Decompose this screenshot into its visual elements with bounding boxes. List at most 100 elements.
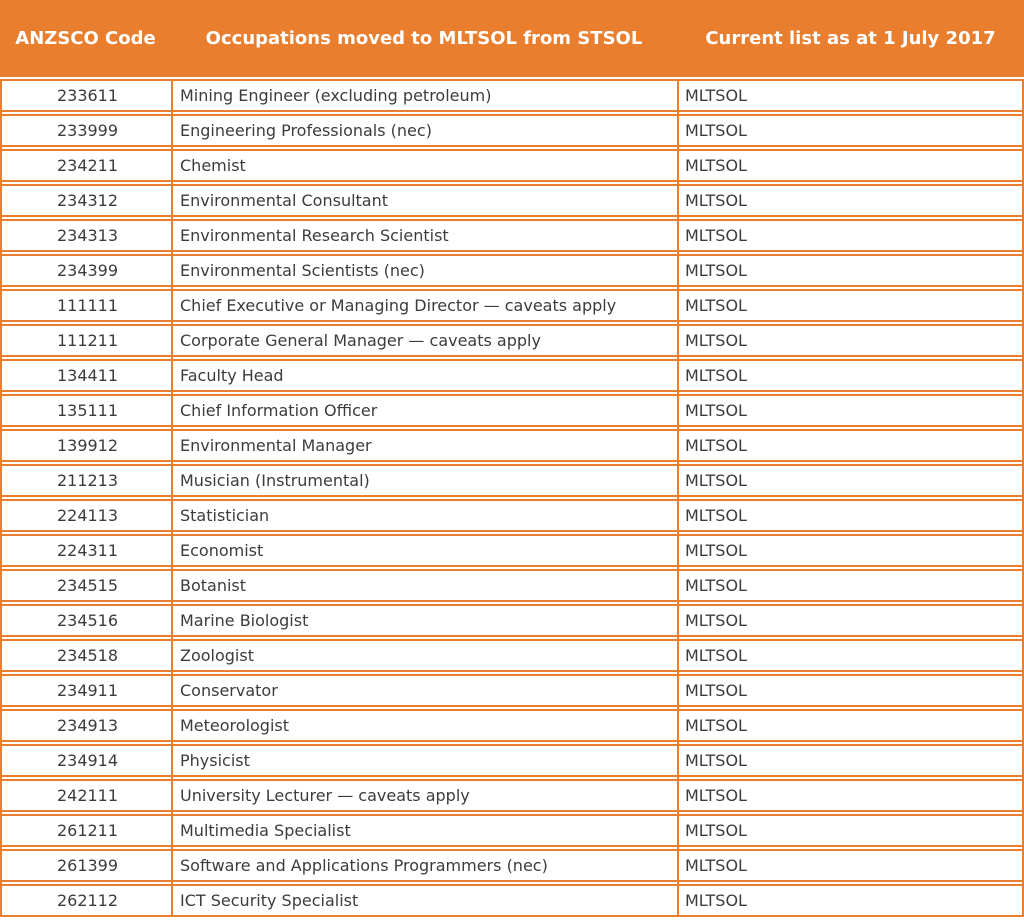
table-row: 234313 Environmental Research Scientist ML… (2, 219, 1022, 252)
cell-anzsco-code: 242111 (56, 786, 119, 805)
cell-occupation: Zoologist (180, 646, 254, 665)
table-row: 242111 University Lecturer — caveats appl… (2, 779, 1022, 812)
cell-current-list: MLTSOL (685, 121, 747, 140)
cell-current-list: MLTSOL (685, 226, 747, 245)
cell-occupation: Chemist (180, 156, 246, 175)
cell-occupation: ICT Security Specialist (180, 891, 359, 910)
table-row: 233999 Engineering Professionals (nec) MLT… (2, 114, 1022, 147)
cell-current-list: MLTSOL (685, 436, 747, 455)
table-header: ANZSCO Code Occupations moved to MLTSOL … (0, 0, 1024, 77)
cell-occupation: Marine Biologist (180, 611, 309, 630)
cell-anzsco-code: 234913 (56, 716, 119, 735)
table-row: 234911 Conservator MLTSOL (2, 674, 1022, 707)
cell-current-list: MLTSOL (685, 506, 747, 525)
cell-occupation: Corporate General Manager — caveats appl… (180, 331, 541, 350)
table-row: 234515 Botanist MLTSOL (2, 569, 1022, 602)
cell-current-list: MLTSOL (685, 86, 747, 105)
table-row: 234518 Zoologist MLTSOL (2, 639, 1022, 672)
cell-current-list: MLTSOL (685, 821, 747, 840)
cell-occupation: Botanist (180, 576, 247, 595)
cell-current-list: MLTSOL (685, 681, 747, 700)
cell-current-list: MLTSOL (685, 716, 747, 735)
cell-current-list: MLTSOL (685, 191, 747, 210)
table-row: 261211 Multimedia Specialist MLTSOL (2, 814, 1022, 847)
cell-anzsco-code: 234313 (56, 226, 119, 245)
table-row: 111111 Chief Executive or Managing Direct… (2, 289, 1022, 322)
cell-occupation: Environmental Manager (180, 436, 372, 455)
cell-anzsco-code: 234518 (56, 646, 119, 665)
cell-anzsco-code: 211213 (56, 471, 119, 490)
cell-current-list: MLTSOL (685, 156, 747, 175)
cell-occupation: Environmental Consultant (180, 191, 389, 210)
cell-anzsco-code: 234911 (56, 681, 119, 700)
cell-current-list: MLTSOL (685, 611, 747, 630)
cell-anzsco-code: 234211 (56, 156, 119, 175)
cell-occupation: Chief Information Officer (180, 401, 378, 420)
cell-anzsco-code: 111211 (56, 331, 119, 350)
cell-current-list: MLTSOL (685, 856, 747, 875)
table-row: 261399 Software and Applications Programm… (2, 849, 1022, 882)
table-row: 234516 Marine Biologist MLTSOL (2, 604, 1022, 637)
table-row: 234914 Physicist MLTSOL (2, 744, 1022, 777)
table-row: 234312 Environmental Consultant MLTSOL (2, 184, 1022, 217)
cell-anzsco-code: 224113 (56, 506, 119, 525)
header-anzsco-code: ANZSCO Code (15, 27, 156, 49)
cell-anzsco-code: 262112 (56, 891, 119, 910)
cell-current-list: MLTSOL (685, 576, 747, 595)
cell-anzsco-code: 224311 (56, 541, 119, 560)
column-divider-2 (677, 79, 679, 917)
cell-occupation: Economist (180, 541, 264, 560)
cell-anzsco-code: 234312 (56, 191, 119, 210)
cell-anzsco-code: 261211 (56, 821, 119, 840)
cell-occupation: Musician (Instrumental) (180, 471, 370, 490)
cell-current-list: MLTSOL (685, 891, 747, 910)
table-row: 234913 Meteorologist MLTSOL (2, 709, 1022, 742)
cell-current-list: MLTSOL (685, 786, 747, 805)
cell-current-list: MLTSOL (685, 331, 747, 350)
column-divider-1 (171, 79, 173, 917)
header-current-list: Current list as at 1 July 2017 (705, 27, 996, 49)
cell-anzsco-code: 233611 (56, 86, 119, 105)
cell-occupation: University Lecturer — caveats apply (180, 786, 470, 805)
cell-anzsco-code: 234399 (56, 261, 119, 280)
table-row: 211213 Musician (Instrumental) MLTSOL (2, 464, 1022, 497)
cell-current-list: MLTSOL (685, 366, 747, 385)
table-row: 135111 Chief Information Officer MLTSOL (2, 394, 1022, 427)
cell-occupation: Software and Applications Programmers (n… (180, 856, 548, 875)
table-row: 224113 Statistician MLTSOL (2, 499, 1022, 532)
cell-occupation: Conservator (180, 681, 278, 700)
cell-occupation: Engineering Professionals (nec) (180, 121, 432, 140)
cell-current-list: MLTSOL (685, 261, 747, 280)
table-row: 233611 Mining Engineer (excluding petrole… (2, 79, 1022, 112)
cell-occupation: Environmental Scientists (nec) (180, 261, 425, 280)
table-row: 224311 Economist MLTSOL (2, 534, 1022, 567)
cell-anzsco-code: 139912 (56, 436, 119, 455)
table-row: 234399 Environmental Scientists (nec) MLTS… (2, 254, 1022, 287)
cell-occupation: Mining Engineer (excluding petroleum) (180, 86, 492, 105)
cell-anzsco-code: 134411 (56, 366, 119, 385)
cell-anzsco-code: 261399 (56, 856, 119, 875)
cell-occupation: Meteorologist (180, 716, 290, 735)
cell-anzsco-code: 135111 (56, 401, 119, 420)
table-row: 262112 ICT Security Specialist MLTSOL (2, 884, 1022, 917)
cell-current-list: MLTSOL (685, 401, 747, 420)
table-row: 134411 Faculty Head MLTSOL (2, 359, 1022, 392)
cell-current-list: MLTSOL (685, 296, 747, 315)
cell-anzsco-code: 233999 (56, 121, 119, 140)
cell-current-list: MLTSOL (685, 471, 747, 490)
cell-current-list: MLTSOL (685, 541, 747, 560)
table-row: 111211 Corporate General Manager — caveat… (2, 324, 1022, 357)
cell-current-list: MLTSOL (685, 751, 747, 770)
header-occupations-moved: Occupations moved to MLTSOL from STSOL (205, 27, 643, 49)
cell-anzsco-code: 234515 (56, 576, 119, 595)
cell-occupation: Environmental Research Scientist (180, 226, 449, 245)
cell-anzsco-code: 111111 (56, 296, 119, 315)
cell-occupation: Chief Executive or Managing Director — c… (180, 296, 617, 315)
cell-occupation: Physicist (180, 751, 250, 770)
table-row: 234211 Chemist MLTSOL (2, 149, 1022, 182)
cell-occupation: Statistician (180, 506, 270, 525)
table-row: 139912 Environmental Manager MLTSOL (2, 429, 1022, 462)
table-body: 233611 Mining Engineer (excluding petrole… (0, 79, 1024, 917)
cell-anzsco-code: 234516 (56, 611, 119, 630)
